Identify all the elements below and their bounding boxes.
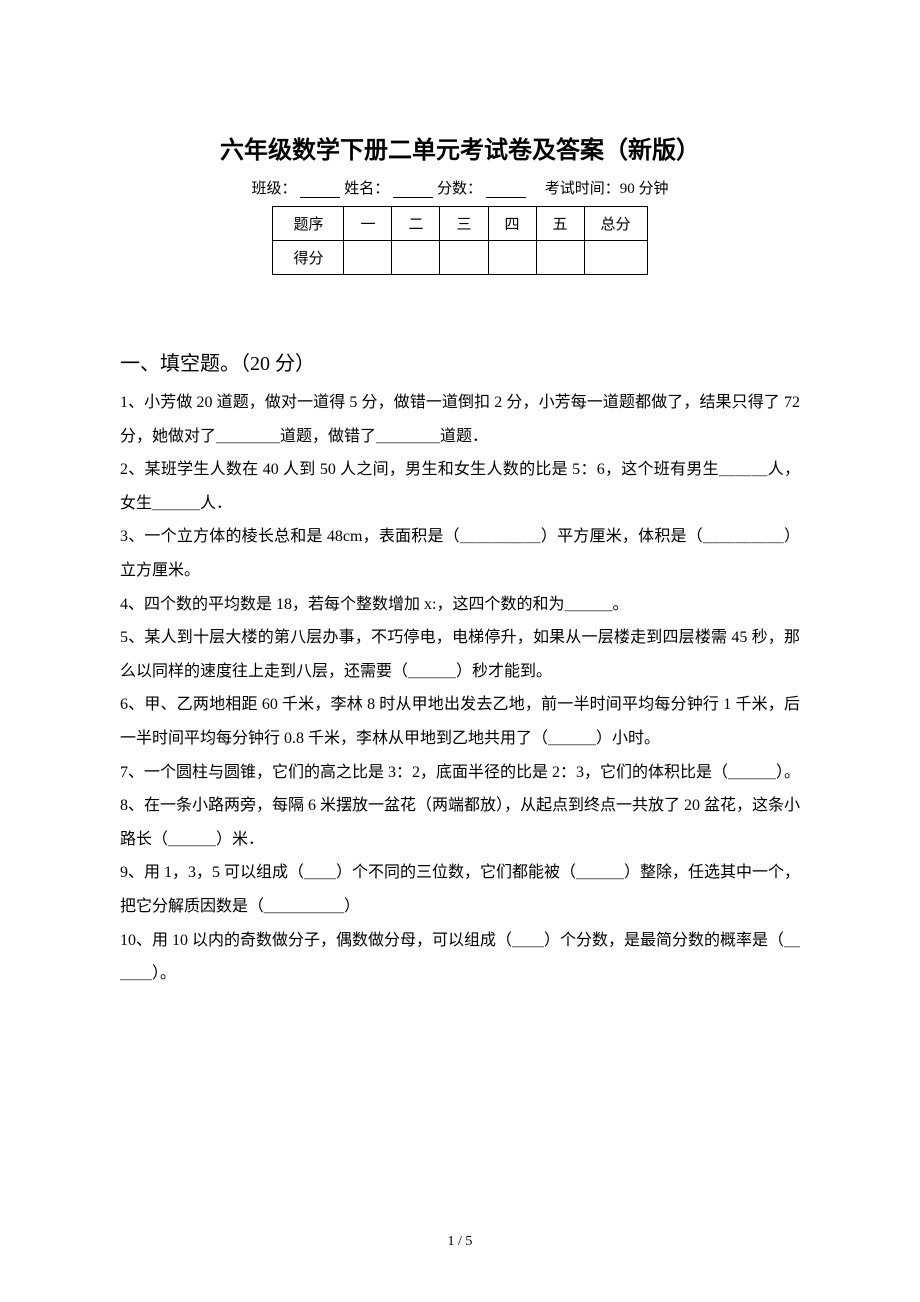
score-blank <box>486 182 526 198</box>
question-6: 6、甲、乙两地相距 60 千米，李林 8 时从甲地出发去乙地，前一半时间平均每分… <box>120 688 800 755</box>
header-cell: 二 <box>392 207 440 241</box>
score-label: 分数： <box>437 181 482 197</box>
question-10: 10、用 10 以内的奇数做分子，偶数做分母，可以组成（＿＿）个分数，是最简分数… <box>120 924 800 991</box>
document-title: 六年级数学下册二单元考试卷及答案（新版） <box>120 130 800 165</box>
question-5: 5、某人到十层大楼的第八层办事，不巧停电，电梯停升，如果从一层楼走到四层楼需 4… <box>120 621 800 688</box>
question-4: 4、四个数的平均数是 18，若每个整数增加 x:，这四个数的和为＿＿＿。 <box>120 588 800 622</box>
question-8: 8、在一条小路两旁，每隔 6 米摆放一盆花（两端都放），从起点到终点一共放了 2… <box>120 789 800 856</box>
page-footer: 1 / 5 <box>0 1234 920 1250</box>
score-cell <box>392 241 440 275</box>
class-label: 班级： <box>251 181 296 197</box>
score-cell <box>344 241 392 275</box>
score-row-label: 得分 <box>273 241 344 275</box>
score-table: 题序 一 二 三 四 五 总分 得分 <box>272 206 647 275</box>
score-cell <box>488 241 536 275</box>
class-blank <box>300 182 340 198</box>
score-cell <box>536 241 584 275</box>
info-line: 班级： 姓名： 分数： 考试时间：90 分钟 <box>120 177 800 198</box>
header-cell: 总分 <box>584 207 647 241</box>
score-cell <box>440 241 488 275</box>
question-2: 2、某班学生人数在 40 人到 50 人之间，男生和女生人数的比是 5：6，这个… <box>120 453 800 520</box>
question-9: 9、用 1，3，5 可以组成（＿＿）个不同的三位数，它们都能被（＿＿＿）整除，任… <box>120 856 800 923</box>
name-label: 姓名： <box>344 181 389 197</box>
time-label: 考试时间：90 分钟 <box>545 181 669 197</box>
header-cell: 五 <box>536 207 584 241</box>
header-cell: 一 <box>344 207 392 241</box>
header-cell: 题序 <box>273 207 344 241</box>
question-3: 3、一个立方体的棱长总和是 48cm，表面积是（＿＿＿＿＿）平方厘米，体积是（＿… <box>120 520 800 587</box>
name-blank <box>393 182 433 198</box>
score-cell <box>584 241 647 275</box>
table-header-row: 题序 一 二 三 四 五 总分 <box>273 207 647 241</box>
table-score-row: 得分 <box>273 241 647 275</box>
question-1: 1、小芳做 20 道题，做对一道得 5 分，做错一道倒扣 2 分，小芳每一道题都… <box>120 386 800 453</box>
question-7: 7、一个圆柱与圆锥，它们的高之比是 3：2，底面半径的比是 2：3，它们的体积比… <box>120 756 800 790</box>
section-heading: 一、填空题。（20 分） <box>120 347 800 376</box>
header-cell: 三 <box>440 207 488 241</box>
header-cell: 四 <box>488 207 536 241</box>
